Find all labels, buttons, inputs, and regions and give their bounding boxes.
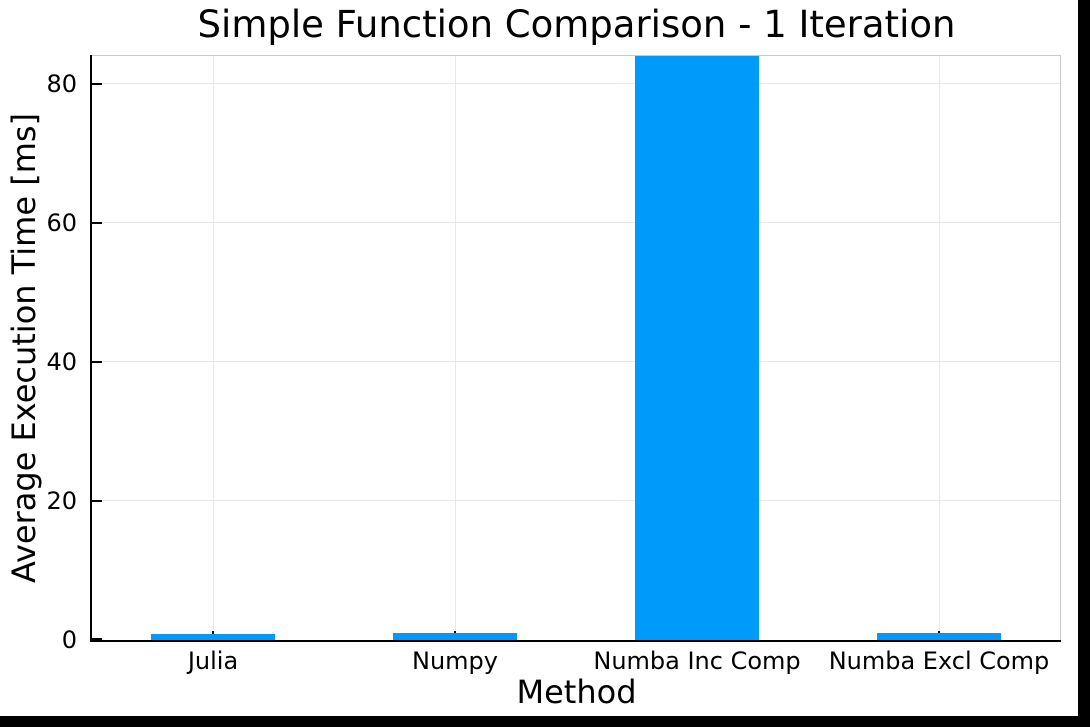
bar-numba-excl-comp [877, 633, 1001, 640]
plot-border-top [92, 55, 1061, 56]
y-tick-mark [92, 82, 102, 85]
bar-numba-inc-comp [635, 56, 759, 640]
y-tick-label: 0 [61, 626, 77, 654]
y-tick-mark [92, 638, 102, 640]
gridline-vertical [454, 56, 456, 640]
y-tick-mark [92, 221, 102, 224]
chart-title: Simple Function Comparison - 1 Iteration [197, 3, 956, 46]
x-tick-label: Numpy [412, 647, 498, 675]
y-tick-mark [92, 360, 102, 363]
y-tick-label: 40 [46, 347, 77, 376]
y-tick-label: 20 [46, 486, 77, 515]
gridline-vertical [938, 56, 940, 640]
bar-numpy [393, 633, 517, 640]
x-tick-label: Julia [187, 647, 239, 675]
y-tick-label: 80 [46, 69, 77, 98]
gridline-vertical [212, 56, 214, 640]
x-axis-spine [90, 640, 1061, 642]
y-axis-spine [90, 55, 92, 642]
x-tick-label: Numba Excl Comp [828, 647, 1050, 675]
bar-julia [151, 633, 275, 640]
y-tick-mark [92, 499, 102, 502]
gridline-horizontal [92, 361, 1060, 363]
x-tick-labels: Julia Numpy Numba Inc Comp Numba Excl Comp [92, 646, 1060, 676]
y-tick-label: 60 [46, 208, 77, 237]
plot-border-right [1060, 55, 1061, 641]
gridline-horizontal [92, 83, 1060, 85]
x-axis-label: Method [516, 673, 637, 711]
y-tick-labels: 0 20 40 60 80 [0, 56, 80, 654]
plot-area [92, 56, 1060, 640]
gridline-horizontal [92, 500, 1060, 502]
chart-figure: Simple Function Comparison - 1 Iteration… [0, 0, 1078, 716]
x-tick-label: Numba Inc Comp [593, 647, 801, 675]
gridline-horizontal [92, 222, 1060, 224]
